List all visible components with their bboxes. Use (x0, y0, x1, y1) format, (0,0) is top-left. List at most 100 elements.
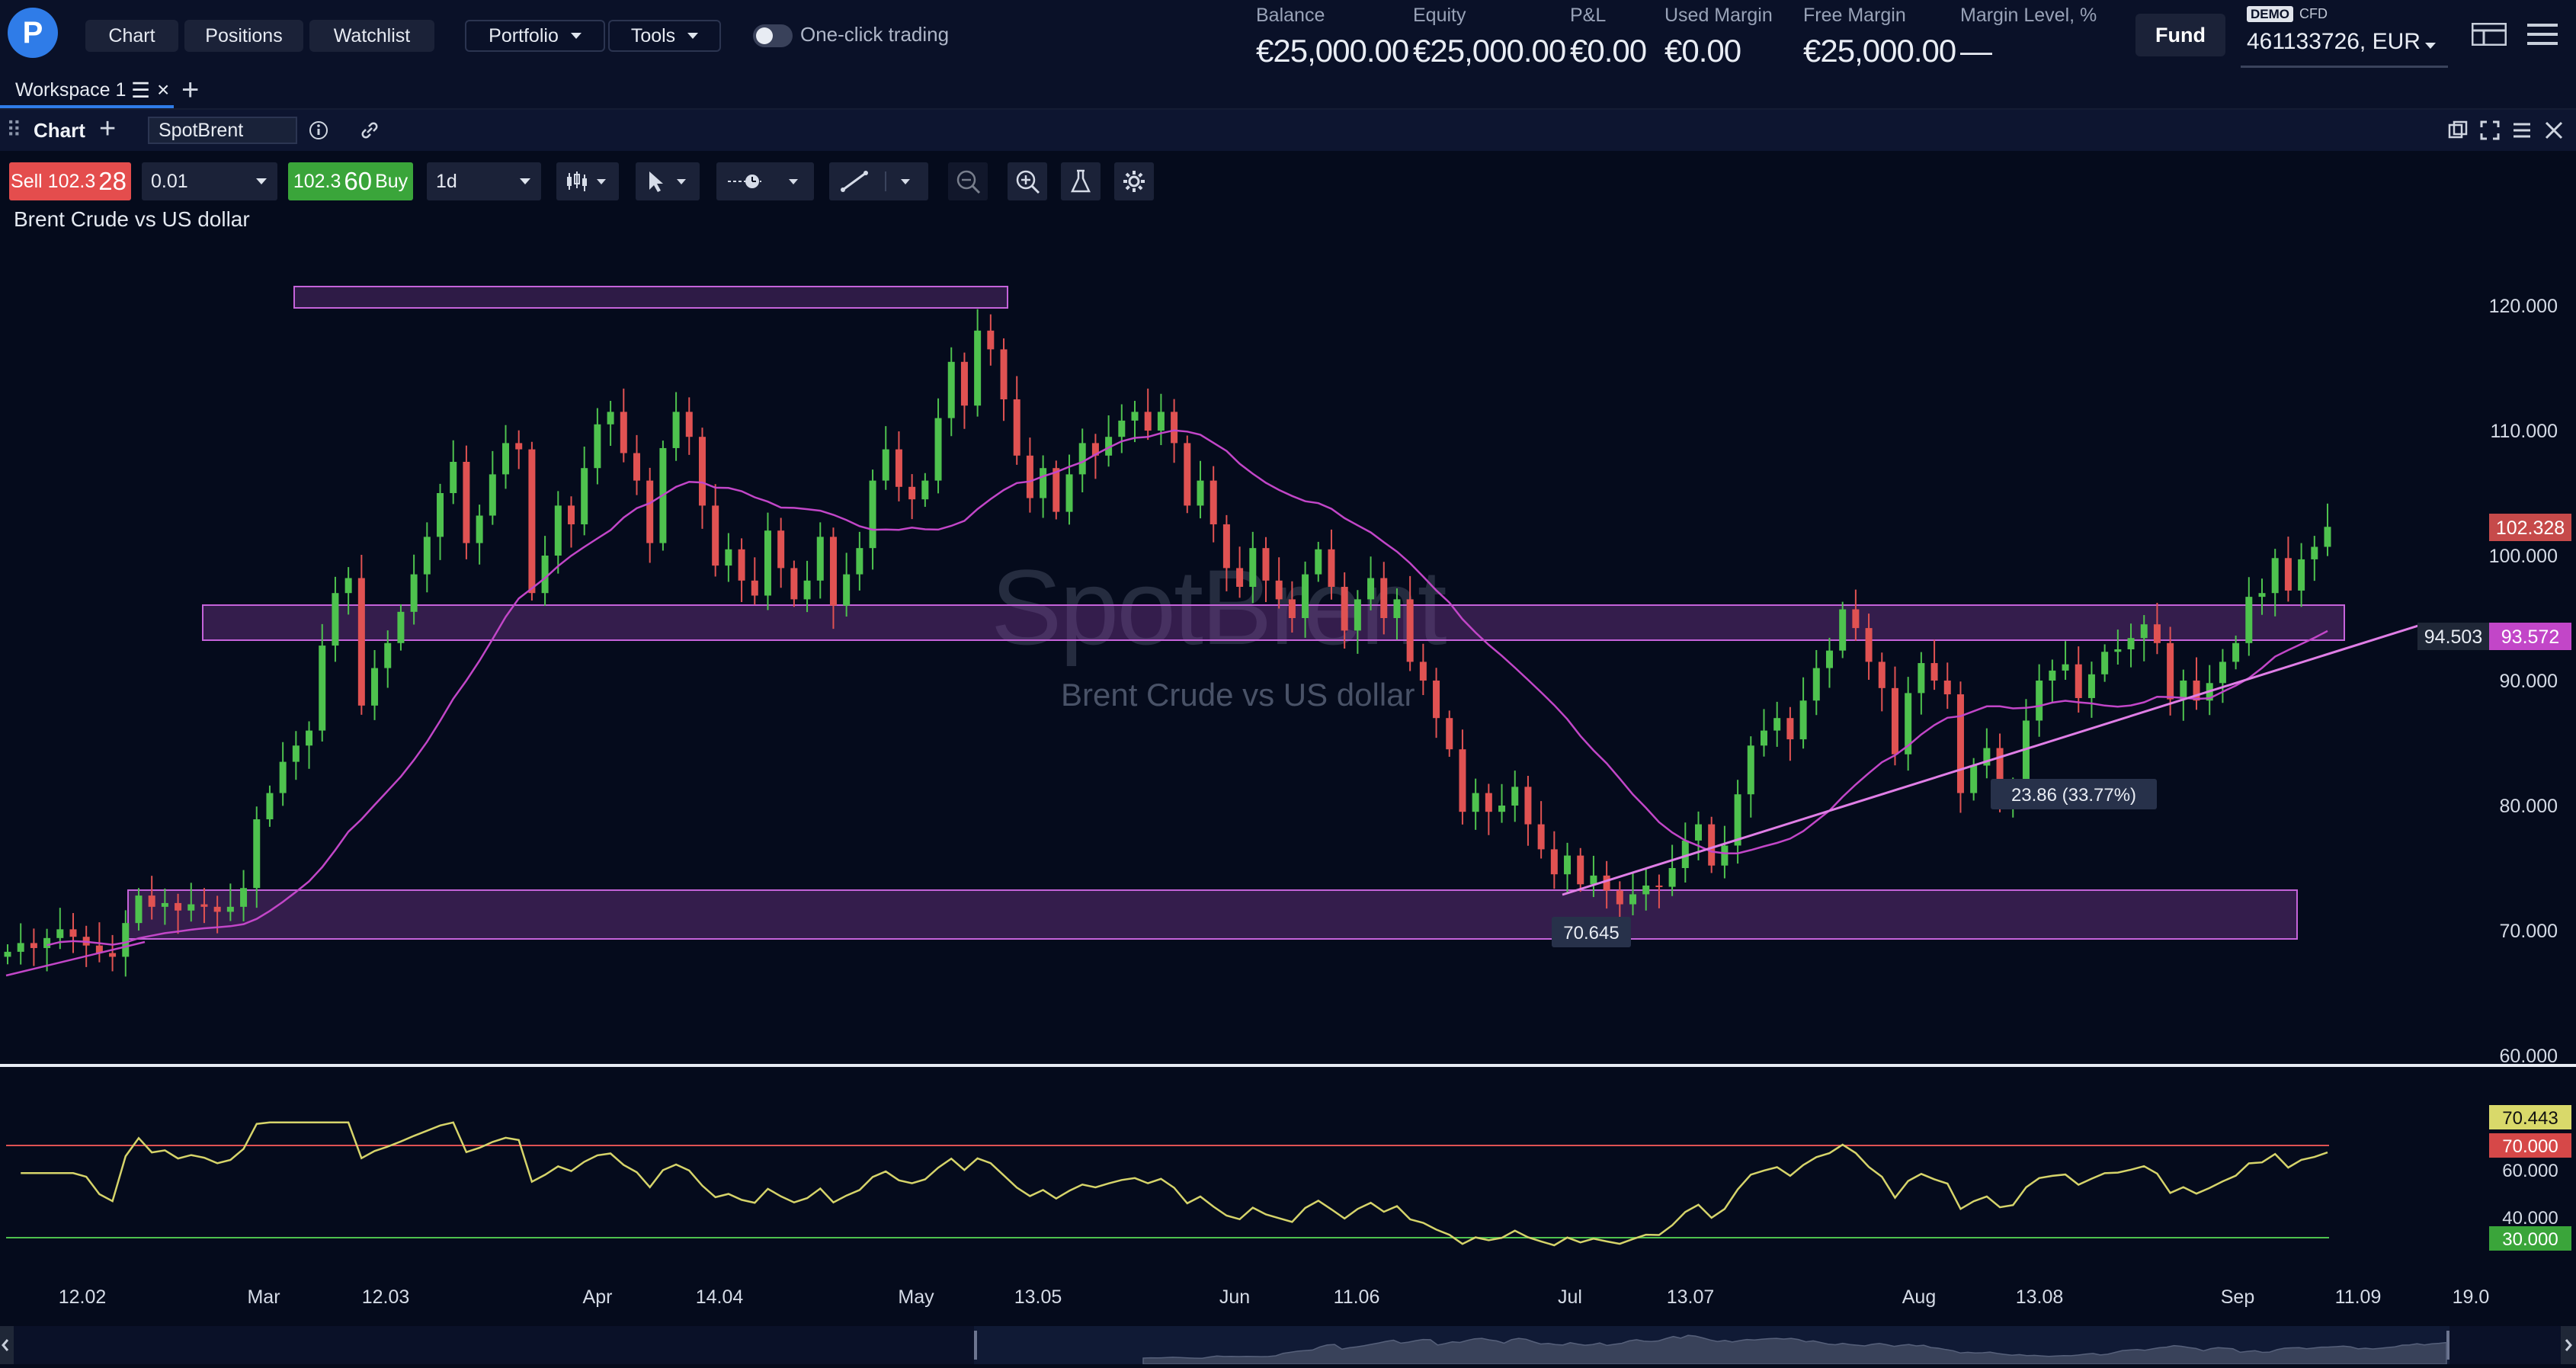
close-icon[interactable] (2544, 120, 2564, 140)
navigator-bar[interactable] (0, 1326, 2576, 1365)
candle (1131, 400, 1139, 443)
one-click-trading-toggle[interactable] (753, 24, 793, 47)
gear-icon (1123, 171, 1145, 192)
zoom-in-button[interactable] (1008, 162, 1047, 200)
zoom-out-icon (956, 170, 981, 194)
symbol-input[interactable]: SpotBrent (148, 117, 297, 144)
price-tick-label: 120.000 (2489, 296, 2558, 317)
support-zone-bottom[interactable] (127, 889, 2298, 940)
link-icon[interactable] (358, 119, 381, 142)
cursor-tool-button[interactable] (636, 162, 700, 200)
detach-icon[interactable] (2448, 120, 2468, 140)
close-icon[interactable]: × (157, 78, 170, 101)
info-icon[interactable] (308, 120, 329, 141)
candle (410, 554, 418, 625)
workspace-bar: Workspace 1 ☰ × + (0, 73, 2576, 110)
candle (829, 527, 837, 630)
time-axis[interactable]: 12.02 Mar 12.03 Apr 14.04 May 13.05 Jun 11.06 Jul… (59, 1286, 2490, 1308)
candle (1760, 709, 1767, 757)
used-margin-stat: Used Margin €0.00 (1664, 5, 1773, 69)
moving-average-line (46, 429, 2328, 947)
candle (1564, 842, 1572, 895)
trend-line-left[interactable] (5, 940, 146, 977)
portfolio-dropdown[interactable]: Portfolio (465, 20, 605, 52)
drawing-tool-button[interactable] (829, 162, 928, 200)
broker-logo[interactable]: P (8, 8, 58, 58)
timeframe-select[interactable]: 1d (427, 162, 541, 200)
nav-positions-button[interactable]: Positions (184, 20, 303, 52)
tools-dropdown[interactable]: Tools (608, 20, 721, 52)
rsi-current-tag (2489, 1105, 2571, 1129)
candle (2258, 578, 2266, 615)
trend-line[interactable] (1562, 623, 2421, 896)
time-tick-label: 13.05 (1014, 1286, 1062, 1308)
support-resistance-zone-middle[interactable] (202, 604, 2345, 641)
chart-toolbar: Sell 102.3 28 0.01 102.3 60 Buy 1d (0, 151, 2576, 213)
candle (528, 441, 536, 601)
margin-level-value: — (1960, 33, 1992, 69)
balance-stat: Balance €25,000.00 (1256, 5, 1409, 69)
nav-chart-button[interactable]: Chart (85, 20, 178, 52)
list-icon[interactable]: ☰ (131, 78, 151, 102)
candle (1956, 681, 1964, 813)
candle (1865, 614, 1873, 681)
menu-icon[interactable] (2512, 120, 2532, 140)
candle (1341, 572, 1348, 649)
sell-button[interactable]: Sell 102.3 28 (9, 162, 131, 200)
toggle-knob (756, 27, 773, 44)
candle (1144, 388, 1152, 441)
chart-type-button[interactable] (556, 162, 619, 200)
buy-button[interactable]: 102.3 60 Buy (288, 162, 413, 200)
rsi-overbought-label: 70.000 (2502, 1136, 2558, 1157)
candle (1105, 415, 1113, 467)
add-workspace-icon[interactable]: + (181, 73, 200, 107)
candle (777, 517, 785, 588)
candle (1786, 706, 1794, 761)
candle (2232, 635, 2240, 670)
candle (1472, 778, 1479, 830)
time-tick-label: 13.07 (1667, 1286, 1715, 1308)
ma-price-tag (2489, 623, 2571, 650)
settings-button[interactable] (1114, 162, 1154, 200)
candle (1799, 677, 1807, 749)
fund-button[interactable]: Fund (2135, 14, 2225, 56)
candle (1315, 541, 1322, 582)
nav-watchlist-button[interactable]: Watchlist (309, 20, 434, 52)
candle (2180, 669, 2187, 721)
candle (934, 398, 942, 494)
price-axis[interactable]: 120.000 110.000 100.000 90.000 80.000 70.000 6… (2489, 296, 2558, 1067)
candle (2114, 630, 2122, 665)
candle (1773, 701, 1781, 747)
margin-level-stat: Margin Level, % — (1960, 5, 2097, 69)
maximize-icon[interactable] (2480, 120, 2500, 140)
candle (1511, 771, 1519, 822)
candle (1577, 847, 1584, 892)
crosshair-tool-button[interactable] (716, 162, 814, 200)
rsi-oversold-label: 30.000 (2502, 1229, 2558, 1250)
time-tick-label: Jun (1219, 1286, 1250, 1308)
candle (240, 870, 248, 921)
candle (554, 491, 562, 574)
time-tick-label: 11.06 (1334, 1286, 1380, 1308)
workspace-tab[interactable]: Workspace 1 ☰ × (0, 73, 174, 108)
candle (1236, 546, 1244, 598)
candle (1013, 376, 1020, 465)
zoom-out-button[interactable] (948, 162, 988, 200)
candle (489, 450, 496, 525)
candle (2153, 602, 2161, 655)
drag-handle-icon[interactable]: ⠿ (6, 118, 22, 142)
account-selector[interactable]: 461133726, EUR (2247, 29, 2436, 55)
candle (2062, 641, 2069, 681)
add-chart-icon[interactable]: + (99, 113, 117, 145)
menu-icon[interactable] (2523, 15, 2562, 53)
indicators-button[interactable] (1061, 162, 1101, 200)
resistance-zone-top[interactable] (293, 286, 1008, 309)
candle (1419, 643, 1427, 696)
candle (344, 567, 352, 615)
one-click-trading-label: One-click trading (800, 23, 950, 46)
layout-icon[interactable] (2469, 15, 2509, 53)
quantity-select[interactable]: 0.01 (142, 162, 277, 200)
price-tick-label: 90.000 (2500, 671, 2558, 692)
candle (200, 888, 208, 924)
